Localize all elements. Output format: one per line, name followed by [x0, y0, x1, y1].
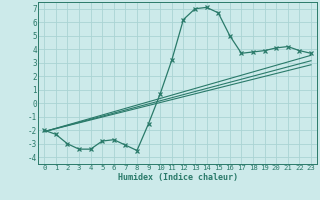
X-axis label: Humidex (Indice chaleur): Humidex (Indice chaleur) [118, 173, 238, 182]
